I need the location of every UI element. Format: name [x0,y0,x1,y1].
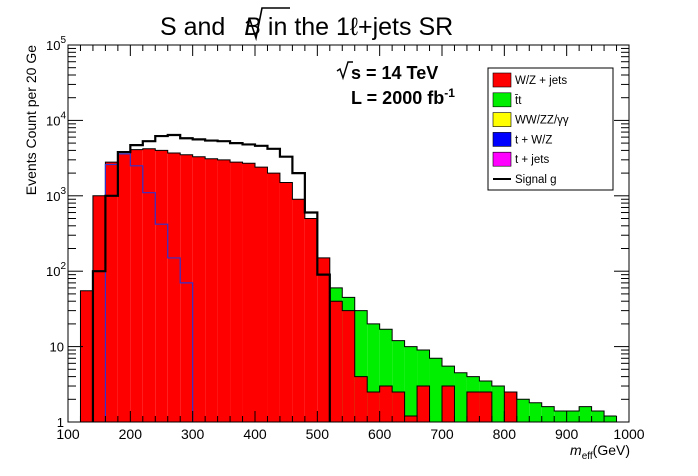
legend-swatch [492,151,512,167]
wz-jets-bar [105,162,118,422]
wz-jets-bar [217,159,231,422]
wz-jets-bar [155,150,168,423]
wz-jets-bar [354,376,368,422]
chart-title: S and B in the 1ℓ+jets SR [160,13,453,41]
x-tick-label: 200 [119,426,143,442]
wz-jets-bar [392,391,405,422]
wz-jets-bar [255,167,268,422]
legend: W/Z + jets t̄t WW/ZZ/γγ t + W/Z t + jets Sign… [492,72,569,186]
ttbar-bar [529,402,542,422]
x-tick-label: 300 [181,426,205,442]
ttbar-bar [566,410,580,422]
y-tick-label: 105 [46,35,66,53]
wz-jets-bar [292,199,305,422]
wz-jets-bar [329,301,343,422]
wz-jets-bar [304,218,318,422]
legend-label: WW/ZZ/γγ [515,115,569,127]
ttbar-bar [491,386,505,422]
x-tick-label: 800 [493,426,517,442]
y-tick-label: 102 [46,261,66,279]
wz-jets-bar [404,416,418,422]
signal-line [91,133,331,422]
x-tick-label: 600 [368,426,392,442]
wz-jets-bar [130,149,143,422]
svg-text:s = 14 TeV: s = 14 TeV [351,63,438,83]
x-tick-label: 500 [306,426,330,442]
ttbar-bar [429,358,442,422]
lumi-label: L = 2000 fb-1 [351,86,455,108]
wz-jets-bar [479,391,492,422]
histogram-lines [79,133,617,423]
wz-jets-bar [230,162,243,422]
wz-jets-bar [117,153,131,422]
title-sqrt-sign [245,7,290,42]
x-tick-label: 100 [56,426,80,442]
x-tick-label: 1000 [613,426,644,442]
wz-jets-bar [279,182,293,422]
wz-jets-bar [192,156,206,423]
wz-jets-bar [205,158,218,422]
wz-jets-bar [317,257,330,422]
wz-jets-outline [79,148,530,423]
wz-jets-bar [167,152,181,423]
wz-jets-bar [367,391,380,422]
wz-jets-bar [242,163,255,422]
y-axis-label: Events Count per 20 Ge [23,45,39,195]
wz-jets-bar [92,195,106,422]
wz-jets-bar [80,290,93,422]
ttbar-bar [554,410,567,422]
wz-jets-bar [466,391,480,422]
legend-label: t + W/Z [515,134,552,146]
ttbar-bar [454,372,467,422]
x-tick-label: 900 [555,426,579,442]
ttbar-bar [579,406,592,422]
y-tick-label: 10 [50,340,64,355]
legend-label: t̄t [514,94,522,106]
legend-swatch [492,112,512,127]
x-axis-label: meff(GeV) [570,442,630,462]
wz-jets-bar [417,386,430,422]
legend-label: t + jets [515,154,549,166]
ttbar-bar [541,406,555,422]
legend-label: W/Z + jets [515,75,567,87]
ttbar-bar [516,399,530,422]
y-tick-label: 104 [46,110,66,128]
legend-label: Signal g [515,174,557,186]
ttbar-bar [604,416,617,422]
wz-jets-bar [142,148,156,422]
legend-box [487,67,614,191]
legend-swatch [492,132,512,147]
y-tick-label: 103 [46,186,66,204]
wz-jets-bar [442,386,455,422]
wz-jets-bar [180,154,193,422]
wz-jets-bar [504,391,517,422]
y-tick-label: 1 [57,415,64,430]
wz-jets-bar [379,386,393,422]
ttbar-outline [329,287,617,417]
plot-frame [67,44,630,423]
wz-jets-bar [342,310,355,422]
histogram-bars [80,148,617,423]
legend-swatch [492,92,512,108]
x-tick-label: 700 [430,426,454,442]
wz-jets-bar [267,173,280,422]
ttbar-bar [591,410,605,422]
legend-swatch [492,72,512,88]
energy-label: s = 14 TeV [336,61,438,83]
axes: 100 200 300 400 500 600 700 800 900 1000 1 10 102 103… [46,35,645,442]
ttbar-bar [404,346,418,422]
x-tick-label: 400 [243,426,267,442]
